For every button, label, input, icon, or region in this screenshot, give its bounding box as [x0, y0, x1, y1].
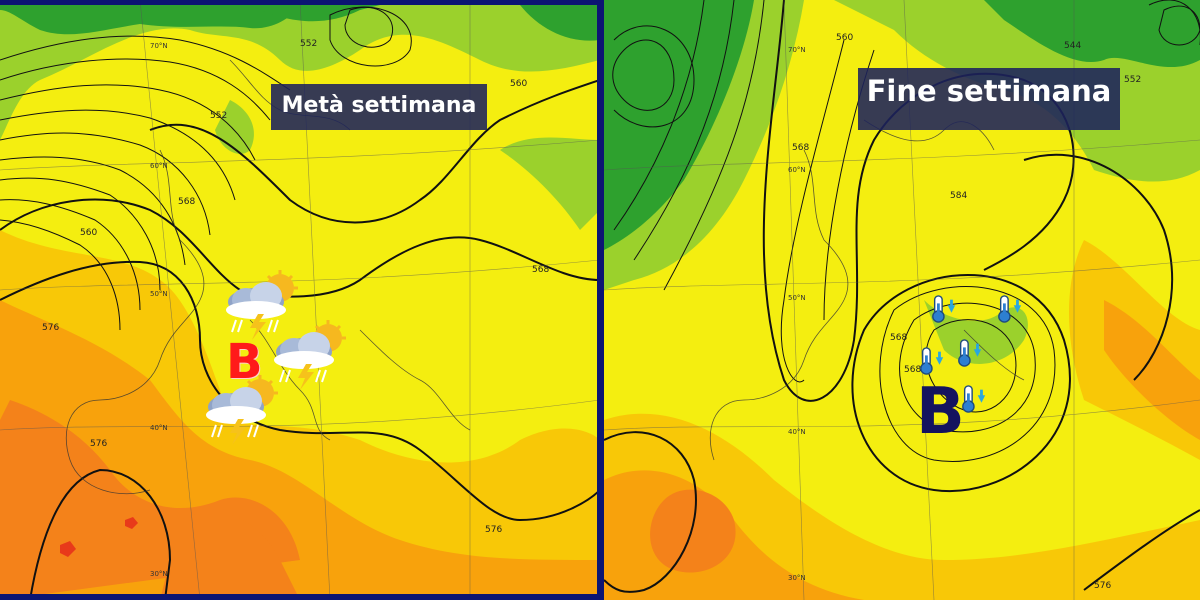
isohypse-label: 552 [210, 111, 227, 121]
isohypse-label: 576 [90, 439, 107, 449]
latitude-label: 50°N [150, 290, 168, 298]
frame-bottom [0, 594, 600, 600]
isohypse-label: 568 [890, 333, 907, 343]
low-pressure-marker-left: B [226, 334, 263, 390]
latitude-label: 50°N [788, 294, 806, 302]
isohypse-label: 576 [42, 323, 59, 333]
isohypse-label: 584 [950, 191, 967, 201]
map-panel-midweek: 552 560 568 560 568 576 576 576 552 70°N… [0, 0, 600, 600]
isohypse-label: 576 [1094, 581, 1111, 591]
isohypse-label: 560 [836, 33, 853, 43]
latitude-label: 30°N [150, 570, 168, 578]
latitude-label: 40°N [150, 424, 168, 432]
isohypse-label: 552 [1124, 75, 1141, 85]
latitude-label: 60°N [150, 162, 168, 170]
isohypse-label: 544 [1064, 41, 1081, 51]
isohypse-label: 568 [904, 365, 921, 375]
panel-divider [597, 0, 604, 600]
caption-weekend: Fine settimana [858, 68, 1120, 130]
map-panel-weekend: 560 568 584 544 552 568 568 576 70°N 60°… [604, 0, 1200, 600]
latitude-label: 70°N [150, 42, 168, 50]
frame-top [0, 0, 600, 5]
isohypse-label: 568 [532, 265, 549, 275]
isohypse-label: 560 [510, 79, 527, 89]
latitude-label: 30°N [788, 574, 806, 582]
latitude-label: 40°N [788, 428, 806, 436]
isohypse-label: 560 [80, 228, 97, 238]
isohypse-label: 568 [178, 197, 195, 207]
isohypse-label: 552 [300, 39, 317, 49]
caption-midweek: Metà settimana [271, 84, 487, 130]
low-pressure-marker-right: B [916, 375, 965, 449]
isohypse-label: 576 [485, 525, 502, 535]
latitude-label: 60°N [788, 166, 806, 174]
isohypse-label: 568 [792, 143, 809, 153]
latitude-label: 70°N [788, 46, 806, 54]
